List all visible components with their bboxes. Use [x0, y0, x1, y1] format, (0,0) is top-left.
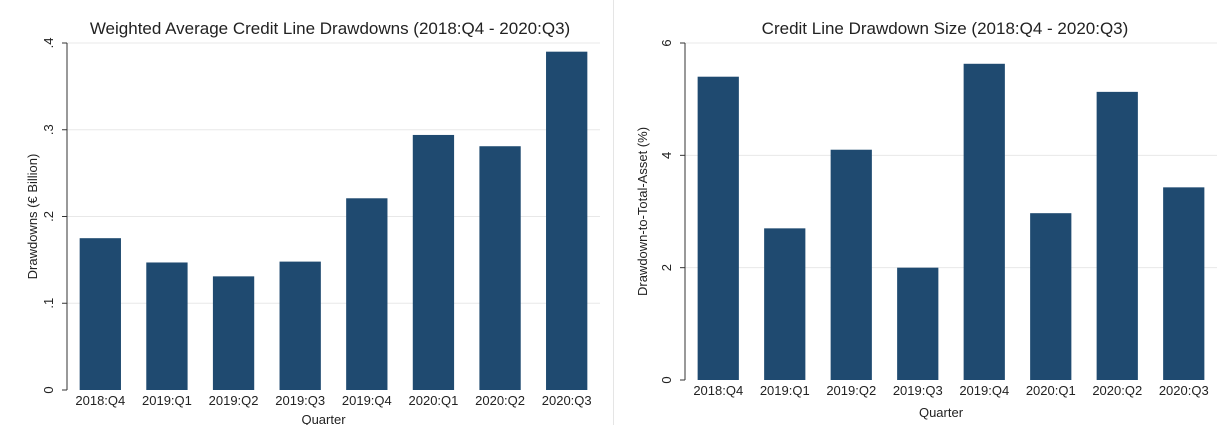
- x-tick-label: 2019:Q3: [893, 383, 943, 398]
- x-tick-label: 2020:Q1: [409, 393, 459, 408]
- x-tick-label: 2019:Q2: [209, 393, 259, 408]
- bar: [213, 276, 254, 390]
- x-axis-title: Quarter: [301, 412, 346, 425]
- bar: [897, 268, 938, 380]
- x-tick-label: 2018:Q4: [75, 393, 125, 408]
- panel-divider: [613, 0, 614, 425]
- y-tick-label: .1: [41, 298, 56, 309]
- bar: [698, 77, 739, 380]
- x-tick-label: 2019:Q1: [760, 383, 810, 398]
- x-tick-label: 2018:Q4: [693, 383, 743, 398]
- bar: [413, 135, 454, 390]
- bar: [964, 64, 1005, 380]
- y-tick-label: 2: [659, 264, 674, 271]
- y-tick-label: .3: [41, 124, 56, 135]
- x-tick-label: 2019:Q1: [142, 393, 192, 408]
- x-tick-label: 2019:Q2: [826, 383, 876, 398]
- bar: [831, 150, 872, 380]
- x-tick-label: 2020:Q3: [1159, 383, 1209, 398]
- chart-panel-left: Weighted Average Credit Line Drawdowns (…: [0, 0, 608, 425]
- bar: [1097, 92, 1138, 380]
- x-tick-label: 2019:Q3: [275, 393, 325, 408]
- drawdowns-chart: Weighted Average Credit Line Drawdowns (…: [0, 0, 608, 425]
- y-tick-label: 6: [659, 39, 674, 46]
- x-axis-title: Quarter: [919, 405, 964, 420]
- bar: [146, 262, 187, 390]
- x-tick-label: 2020:Q3: [542, 393, 592, 408]
- y-tick-label: 4: [659, 152, 674, 159]
- chart-title: Weighted Average Credit Line Drawdowns (…: [90, 19, 570, 38]
- bar: [479, 146, 520, 390]
- drawdown-size-chart: Credit Line Drawdown Size (2018:Q4 - 202…: [620, 0, 1223, 425]
- x-tick-label: 2020:Q2: [475, 393, 525, 408]
- x-tick-label: 2020:Q1: [1026, 383, 1076, 398]
- x-tick-label: 2020:Q2: [1092, 383, 1142, 398]
- bar: [764, 228, 805, 380]
- y-tick-label: .4: [41, 38, 56, 49]
- x-tick-label: 2019:Q4: [959, 383, 1009, 398]
- bar: [1163, 187, 1204, 380]
- x-tick-label: 2019:Q4: [342, 393, 392, 408]
- bar: [546, 52, 587, 390]
- y-axis-title: Drawdown-to-Total-Asset (%): [635, 127, 650, 296]
- bar: [346, 198, 387, 390]
- chart-panel-right: Credit Line Drawdown Size (2018:Q4 - 202…: [620, 0, 1223, 425]
- y-axis-title: Drawdowns (€ Billion): [25, 154, 40, 280]
- bar: [80, 238, 121, 390]
- bar: [280, 262, 321, 390]
- bar: [1030, 213, 1071, 380]
- y-tick-label: 0: [41, 386, 56, 393]
- chart-title: Credit Line Drawdown Size (2018:Q4 - 202…: [762, 19, 1129, 38]
- y-tick-label: .2: [41, 211, 56, 222]
- y-tick-label: 0: [659, 376, 674, 383]
